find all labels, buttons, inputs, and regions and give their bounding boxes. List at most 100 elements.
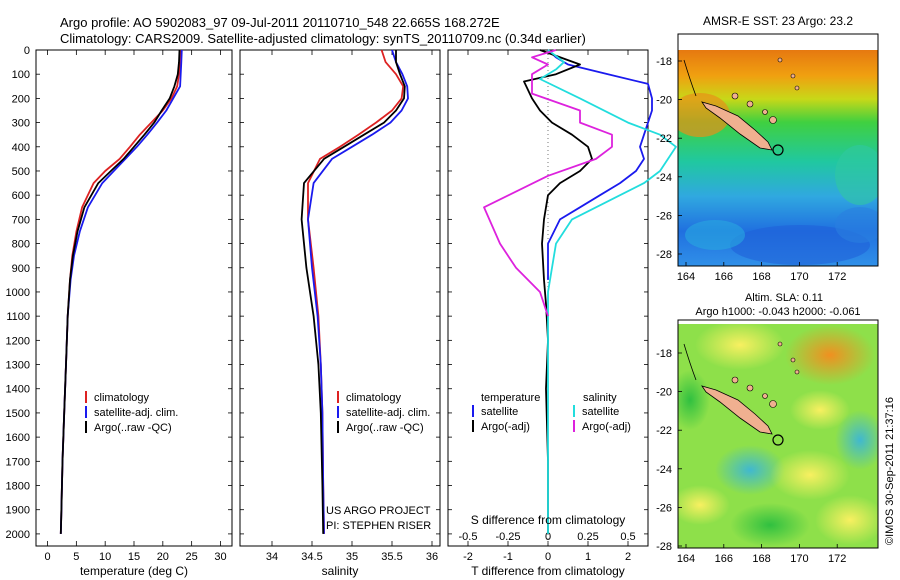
x2-tick-label: -0.25 xyxy=(495,531,520,543)
depth-tick-label: 600 xyxy=(12,190,30,202)
legend-title-temperature: temperature xyxy=(481,392,540,404)
legend-label-argo: Argo(..raw -QC) xyxy=(94,422,172,434)
header-line1: Argo profile: AO 5902083_97 09-Jul-2011 … xyxy=(60,15,500,30)
depth-tick-label: 300 xyxy=(12,118,30,130)
legend-label-temp-satellite: satellite xyxy=(481,406,518,418)
temperature-legend: climatology satellite-adj. clim. Argo(..… xyxy=(85,391,178,434)
x-tick-label: 10 xyxy=(99,551,111,563)
depth-axis: 0 100 200 300 400 500 600 700 800 900 1000 1100 1200… xyxy=(6,45,648,541)
map-lat-label: -20 xyxy=(656,95,672,107)
map-lat-label: -26 xyxy=(656,502,672,514)
map-lon-label: 164 xyxy=(677,271,695,283)
depth-tick-label: 200 xyxy=(12,93,30,105)
legend-label-satellite: satellite-adj. clim. xyxy=(346,407,430,419)
salinity-xlabel: salinity xyxy=(322,564,359,578)
depth-tick-label: 2000 xyxy=(6,529,30,541)
x-tick-label: 30 xyxy=(214,551,226,563)
map-lon-label: 172 xyxy=(828,553,846,565)
x-tick-label: 15 xyxy=(128,551,140,563)
legend-label-temp-argo: Argo(-adj) xyxy=(481,421,530,433)
map-lat-label: -22 xyxy=(656,133,672,145)
map-lon-label: 168 xyxy=(752,553,770,565)
map-lon-label: 172 xyxy=(828,271,846,283)
legend-label-satellite: satellite-adj. clim. xyxy=(94,407,178,419)
series-line xyxy=(59,49,183,534)
map-lat-label: -28 xyxy=(656,541,672,553)
map-lat-label: -28 xyxy=(656,249,672,261)
x-tick-label: 25 xyxy=(186,551,198,563)
depth-tick-label: 1000 xyxy=(6,287,30,299)
x-tick-label: 20 xyxy=(157,551,169,563)
x2-tick-label: -0.5 xyxy=(459,531,478,543)
sdiff-xlabel: S difference from climatology xyxy=(471,513,626,527)
x-tick-label: 5 xyxy=(73,551,79,563)
temperature-axes xyxy=(35,49,233,547)
depth-tick-label: 500 xyxy=(12,166,30,178)
map-lat-label: -18 xyxy=(656,56,672,68)
argo-float-marker xyxy=(772,434,784,446)
x2-tick-label: 0.5 xyxy=(620,531,635,543)
x-tick-label: 35 xyxy=(346,551,358,563)
x-tick-label: 34 xyxy=(266,551,278,563)
map-lon-label: 166 xyxy=(715,553,733,565)
series-line xyxy=(307,49,409,534)
depth-tick-label: 1800 xyxy=(6,481,30,493)
depth-tick-label: 1900 xyxy=(6,505,30,517)
depth-tick-label: 1600 xyxy=(6,432,30,444)
argo-float-marker xyxy=(772,144,784,156)
series-line xyxy=(59,49,181,534)
depth-tick-label: 0 xyxy=(24,45,30,57)
sla-map-title2: Argo h1000: -0.043 h2000: -0.061 xyxy=(695,306,860,318)
x2-tick-label: 0 xyxy=(545,531,551,543)
legend-label-sal-argo: Argo(-adj) xyxy=(582,421,631,433)
new-caledonia-island xyxy=(701,101,773,151)
x-tick-label: 0 xyxy=(545,551,551,563)
legend-label-climatology: climatology xyxy=(94,392,150,404)
x-tick-label: -2 xyxy=(463,551,473,563)
depth-tick-label: 1100 xyxy=(6,311,30,323)
tdiff-xlabel: T difference from climatology xyxy=(471,564,625,578)
depth-tick-label: 1400 xyxy=(6,384,30,396)
depth-tick-label: 1200 xyxy=(6,335,30,347)
coastline-reef xyxy=(683,343,697,381)
sst-map-ticks: -18 -20 -22 -24 -26 -28 164 166 168 170 172 xyxy=(656,56,846,283)
depth-tick-label: 1300 xyxy=(6,360,30,372)
sla-map-title1: Altim. SLA: 0.11 xyxy=(745,292,823,304)
coastline-reef xyxy=(683,59,697,97)
legend-label-sal-satellite: satellite xyxy=(582,406,619,418)
series-line xyxy=(539,49,677,534)
legend-label-argo: Argo(..raw -QC) xyxy=(346,422,424,434)
x-tick-label: 1 xyxy=(585,551,591,563)
legend-label-climatology: climatology xyxy=(346,392,402,404)
x-tick-label: 2 xyxy=(625,551,631,563)
x-tick-label: 0 xyxy=(44,551,50,563)
legend-title-salinity: salinity xyxy=(583,392,617,404)
sst-map: AMSR-E SST: 23 Argo: 23.2 -18 -20 -22 -24 -2… xyxy=(656,14,879,283)
depth-tick-label: 100 xyxy=(12,69,30,81)
depth-tick-label: 800 xyxy=(12,239,30,251)
temperature-xlabel: temperature (deg C) xyxy=(80,564,188,578)
depth-tick-label: 900 xyxy=(12,263,30,275)
series-line xyxy=(300,50,406,534)
map-lat-label: -24 xyxy=(656,464,672,476)
map-lat-label: -26 xyxy=(656,210,672,222)
series-line xyxy=(547,49,653,280)
sst-map-title: AMSR-E SST: 23 Argo: 23.2 xyxy=(703,14,853,28)
map-lon-label: 164 xyxy=(677,553,695,565)
sla-map-ticks: -18 -20 -22 -24 -26 -28 164 166 168 170 172 xyxy=(656,348,846,565)
map-lon-label: 166 xyxy=(715,271,733,283)
salinity-axes xyxy=(239,49,441,547)
map-lon-label: 170 xyxy=(790,553,808,565)
map-lat-label: -20 xyxy=(656,387,672,399)
header-line2: Climatology: CARS2009. Satellite-adjuste… xyxy=(60,31,586,46)
project-annotation: US ARGO PROJECT xyxy=(326,505,431,517)
x-tick-label: 34.5 xyxy=(301,551,322,563)
x-tick-label: 36 xyxy=(426,551,438,563)
plot-layer: 0 5 10 15 20 25 30 34 34.5 35 35.5 36 -2 -1 0 1 2 -0.5 -0.… xyxy=(44,49,677,563)
map-lat-label: -18 xyxy=(656,348,672,360)
map-lon-label: 168 xyxy=(752,271,770,283)
depth-tick-label: 1500 xyxy=(6,408,30,420)
series-line xyxy=(483,49,613,317)
pi-annotation: PI: STEPHEN RISER xyxy=(326,520,431,532)
